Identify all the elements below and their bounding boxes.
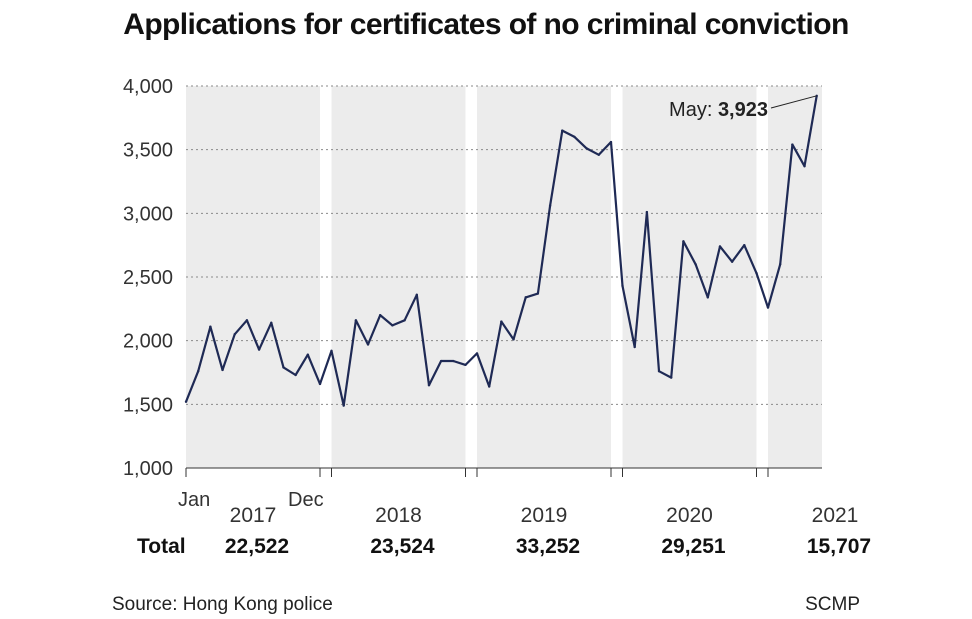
data-point xyxy=(633,345,636,349)
credit: SCMP xyxy=(805,594,860,615)
data-point xyxy=(221,368,224,372)
year-label-2018: 2018 xyxy=(375,504,422,527)
data-point xyxy=(512,338,515,341)
data-point xyxy=(209,325,212,328)
data-point xyxy=(657,370,661,373)
data-point xyxy=(391,324,394,327)
data-point xyxy=(475,352,479,355)
year-label-2019: 2019 xyxy=(521,504,568,527)
data-point xyxy=(682,240,685,243)
total-label: Total xyxy=(137,535,186,558)
data-point xyxy=(354,319,358,322)
data-point xyxy=(196,370,200,373)
data-point xyxy=(487,385,491,388)
data-point xyxy=(403,319,406,322)
data-point xyxy=(500,320,503,323)
data-points xyxy=(184,94,818,407)
data-point xyxy=(597,153,601,156)
data-point xyxy=(755,271,758,275)
data-point xyxy=(427,384,431,387)
year-total-2017: 22,522 xyxy=(225,535,289,558)
data-point xyxy=(439,359,443,363)
data-point xyxy=(621,284,624,288)
year-total-2019: 33,252 xyxy=(516,535,580,558)
annotation-value: 3,923 xyxy=(718,99,768,121)
data-point xyxy=(330,349,333,353)
source-note: Source: Hong Kong police xyxy=(112,594,333,615)
chart-title: Applications for certificates of no crim… xyxy=(123,8,849,41)
x-end-label: Dec xyxy=(288,489,324,511)
year-totals: 22,522 23,524 33,252 29,251 15,707 xyxy=(225,535,871,558)
y-tick-label: 1,500 xyxy=(123,394,173,416)
data-point xyxy=(233,333,236,336)
y-tick-label: 2,500 xyxy=(123,267,173,289)
data-point xyxy=(282,366,285,369)
data-point xyxy=(645,210,649,214)
year-label-2021: 2021 xyxy=(812,504,859,527)
data-point xyxy=(366,343,370,346)
data-point xyxy=(257,348,261,351)
x-axis xyxy=(185,467,822,477)
data-point xyxy=(778,263,782,266)
data-point xyxy=(464,363,467,367)
data-point xyxy=(573,135,576,139)
year-total-2021: 15,707 xyxy=(807,535,871,558)
data-point xyxy=(706,296,709,299)
data-point xyxy=(548,204,552,207)
annotation-leader-line xyxy=(770,95,817,109)
data-point xyxy=(524,296,527,299)
year-label-2017: 2017 xyxy=(230,504,277,527)
data-point xyxy=(379,314,382,317)
data-point xyxy=(743,243,746,247)
y-tick-label: 3,000 xyxy=(123,203,173,225)
data-point xyxy=(270,321,273,325)
y-tick-label: 2,000 xyxy=(123,331,173,353)
y-tick-label: 1,000 xyxy=(123,458,173,480)
data-point xyxy=(585,147,588,150)
year-band-2018 xyxy=(331,86,466,468)
year-label-2020: 2020 xyxy=(666,504,713,527)
annotation-prefix: May: xyxy=(669,99,718,121)
annotation-label: May: 3,923 xyxy=(669,99,768,121)
data-point xyxy=(766,306,770,309)
data-point xyxy=(306,353,310,356)
data-point xyxy=(670,376,673,379)
data-point xyxy=(452,359,455,363)
data-point xyxy=(245,319,249,322)
data-point xyxy=(318,382,322,386)
data-point xyxy=(718,245,722,248)
data-point xyxy=(803,165,806,168)
year-labels: 2017 2018 2019 2020 2021 xyxy=(230,504,859,527)
year-total-2020: 29,251 xyxy=(661,535,726,558)
data-point xyxy=(536,292,540,295)
data-point xyxy=(791,143,794,146)
data-point xyxy=(342,404,345,407)
data-point xyxy=(415,293,418,297)
data-point xyxy=(561,129,564,132)
data-point xyxy=(609,140,613,144)
year-band-2020 xyxy=(622,86,757,468)
data-point xyxy=(184,400,188,403)
gridlines xyxy=(186,85,822,405)
y-tick-label: 3,500 xyxy=(123,140,173,162)
data-point xyxy=(694,263,697,266)
data-point xyxy=(730,260,734,263)
x-start-label: Jan xyxy=(178,489,210,511)
year-total-2018: 23,524 xyxy=(370,535,435,558)
y-axis: 1,000 1,500 2,000 2,500 3,000 3,500 4,000 xyxy=(123,76,173,480)
y-tick-label: 4,000 xyxy=(123,76,173,98)
data-point xyxy=(294,373,297,377)
